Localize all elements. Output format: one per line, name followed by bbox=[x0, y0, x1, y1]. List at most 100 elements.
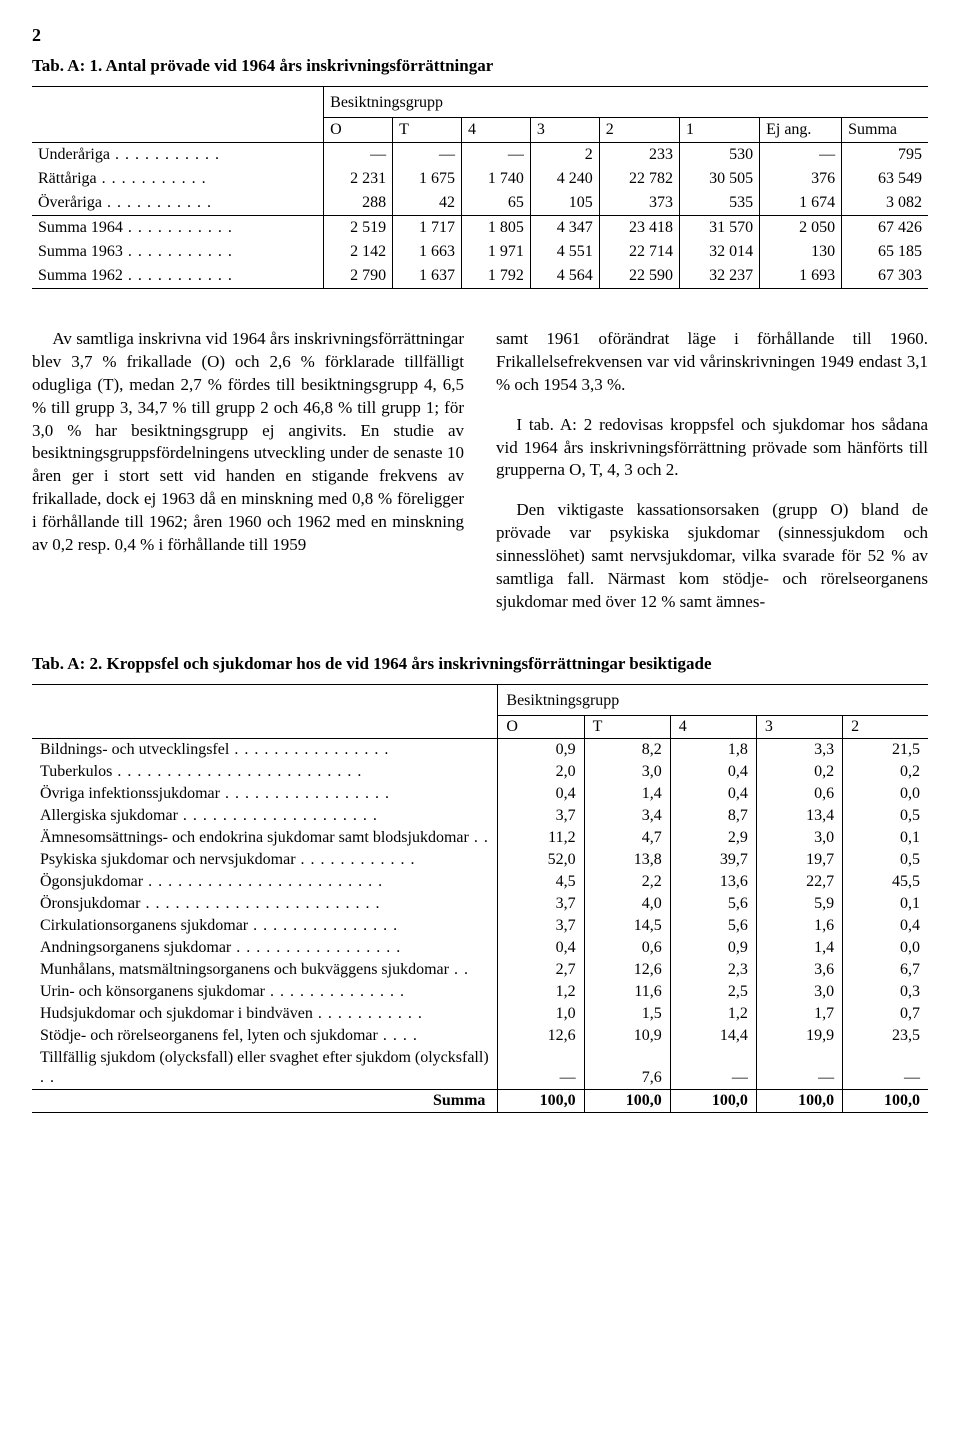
cell: 4 564 bbox=[530, 264, 599, 289]
row-label: Andningsorganens sjukdomar bbox=[40, 939, 231, 956]
row-label: Tuberkulos bbox=[40, 763, 112, 780]
cell: 22 590 bbox=[599, 264, 679, 289]
cell: 2,2 bbox=[584, 871, 670, 893]
table1-col-3: 3 bbox=[530, 117, 599, 142]
table2-col-O: O bbox=[498, 716, 584, 739]
table2-col-4: 4 bbox=[670, 716, 756, 739]
cell: 0,9 bbox=[670, 937, 756, 959]
cell: 39,7 bbox=[670, 849, 756, 871]
cell: 12,6 bbox=[584, 959, 670, 981]
row-label: Munhålans, matsmältningsorganens och buk… bbox=[40, 961, 449, 978]
table2-col-T: T bbox=[584, 716, 670, 739]
page-number: 2 bbox=[32, 24, 928, 47]
row-label: Summa 1963 bbox=[38, 243, 123, 260]
cell: 3,6 bbox=[756, 959, 842, 981]
cell: 0,5 bbox=[843, 849, 928, 871]
cell: 13,6 bbox=[670, 871, 756, 893]
cell: 14,4 bbox=[670, 1025, 756, 1047]
cell: 42 bbox=[393, 191, 462, 216]
table-row: Ämnesomsättnings- och endokrina sjukdoma… bbox=[32, 827, 928, 849]
cell: 0,4 bbox=[670, 783, 756, 805]
table-row: Psykiska sjukdomar och nervsjukdomar . .… bbox=[32, 849, 928, 871]
cell: 0,5 bbox=[843, 805, 928, 827]
cell: 3,0 bbox=[756, 827, 842, 849]
cell: 52,0 bbox=[498, 849, 584, 871]
table-row: Summa 1964 2 519 1 717 1 805 4 347 23 41… bbox=[32, 215, 928, 240]
cell: 105 bbox=[530, 191, 599, 216]
cell: 100,0 bbox=[498, 1090, 584, 1113]
cell: 2,7 bbox=[498, 959, 584, 981]
cell: 21,5 bbox=[843, 739, 928, 762]
table-row: Summa 1962 2 790 1 637 1 792 4 564 22 59… bbox=[32, 264, 928, 289]
cell: 63 549 bbox=[842, 167, 928, 191]
cell: 13,4 bbox=[756, 805, 842, 827]
cell: 2 231 bbox=[324, 167, 393, 191]
cell: 30 505 bbox=[679, 167, 759, 191]
cell: 0,2 bbox=[843, 761, 928, 783]
cell: — bbox=[760, 142, 842, 167]
cell: — bbox=[843, 1047, 928, 1090]
body-left: Av samtliga inskrivna vid 1964 års inskr… bbox=[32, 328, 464, 557]
cell: 22 782 bbox=[599, 167, 679, 191]
cell: 4 551 bbox=[530, 240, 599, 264]
cell: 4 240 bbox=[530, 167, 599, 191]
cell: 288 bbox=[324, 191, 393, 216]
cell: 67 426 bbox=[842, 215, 928, 240]
summa-label: Summa bbox=[32, 1090, 498, 1113]
row-label: Övriga infektionssjukdomar bbox=[40, 785, 220, 802]
table-row: Hudsjukdomar och sjukdomar i bindväven .… bbox=[32, 1003, 928, 1025]
cell: 3,3 bbox=[756, 739, 842, 762]
cell: 1,2 bbox=[670, 1003, 756, 1025]
cell: 11,6 bbox=[584, 981, 670, 1003]
table1-col-T: T bbox=[393, 117, 462, 142]
row-label: Öronsjukdomar bbox=[40, 895, 140, 912]
table-row: Urin- och könsorganens sjukdomar . . . .… bbox=[32, 981, 928, 1003]
cell: 45,5 bbox=[843, 871, 928, 893]
row-label: Psykiska sjukdomar och nervsjukdomar bbox=[40, 851, 296, 868]
table2-group-header: Besiktningsgrupp bbox=[498, 685, 928, 716]
cell: 23,5 bbox=[843, 1025, 928, 1047]
cell: 2 790 bbox=[324, 264, 393, 289]
cell: 2,5 bbox=[670, 981, 756, 1003]
cell: 4,5 bbox=[498, 871, 584, 893]
table-row: Rättåriga 2 231 1 675 1 740 4 240 22 782… bbox=[32, 167, 928, 191]
cell: 3,0 bbox=[584, 761, 670, 783]
cell: 3,0 bbox=[756, 981, 842, 1003]
cell: 6,7 bbox=[843, 959, 928, 981]
cell: 376 bbox=[760, 167, 842, 191]
cell: 2 050 bbox=[760, 215, 842, 240]
table1-group-header: Besiktningsgrupp bbox=[324, 86, 928, 117]
table2-title: Tab. A: 2. Kroppsfel och sjukdomar hos d… bbox=[32, 653, 928, 674]
table2-col-3: 3 bbox=[756, 716, 842, 739]
cell: 1,6 bbox=[756, 915, 842, 937]
cell: 32 014 bbox=[679, 240, 759, 264]
body-right-p2: I tab. A: 2 redovisas kroppsfel och sjuk… bbox=[496, 414, 928, 483]
table1-col-ej: Ej ang. bbox=[760, 117, 842, 142]
cell: 2,3 bbox=[670, 959, 756, 981]
cell: 13,8 bbox=[584, 849, 670, 871]
cell: 100,0 bbox=[584, 1090, 670, 1113]
cell: — bbox=[670, 1047, 756, 1090]
row-label: Cirkulationsorganens sjukdomar bbox=[40, 917, 248, 934]
cell: 100,0 bbox=[670, 1090, 756, 1113]
body-text: Av samtliga inskrivna vid 1964 års inskr… bbox=[32, 311, 928, 631]
row-label: Allergiska sjukdomar bbox=[40, 807, 178, 824]
cell: 100,0 bbox=[756, 1090, 842, 1113]
cell: 1 674 bbox=[760, 191, 842, 216]
table2-col-2: 2 bbox=[843, 716, 928, 739]
table-row: Allergiska sjukdomar . . . . . . . . . .… bbox=[32, 805, 928, 827]
cell: 5,6 bbox=[670, 915, 756, 937]
cell: 2,9 bbox=[670, 827, 756, 849]
row-label: Överåriga bbox=[38, 194, 102, 211]
row-label: Tillfällig sjukdom (olycksfall) eller sv… bbox=[40, 1049, 489, 1066]
cell: 12,6 bbox=[498, 1025, 584, 1047]
table-row: Stödje- och rörelseorganens fel, lyten o… bbox=[32, 1025, 928, 1047]
row-label: Summa 1964 bbox=[38, 219, 123, 236]
cell: 14,5 bbox=[584, 915, 670, 937]
body-right-p3: Den viktigaste kassationsorsaken (grupp … bbox=[496, 499, 928, 614]
cell: 0,7 bbox=[843, 1003, 928, 1025]
cell: 8,2 bbox=[584, 739, 670, 762]
row-label: Bildnings- och utvecklingsfel bbox=[40, 741, 229, 758]
cell: 0,4 bbox=[498, 783, 584, 805]
cell: 0,0 bbox=[843, 783, 928, 805]
